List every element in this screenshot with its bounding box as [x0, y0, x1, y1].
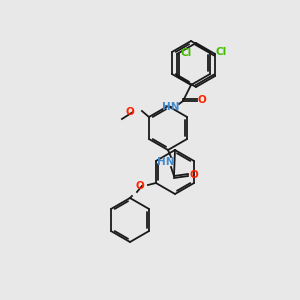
Text: O: O	[135, 181, 144, 191]
Text: O: O	[198, 95, 207, 105]
Text: HN: HN	[162, 102, 180, 112]
Text: HN: HN	[157, 157, 175, 167]
Text: O: O	[189, 170, 198, 180]
Text: Cl: Cl	[181, 48, 192, 58]
Text: Cl: Cl	[215, 47, 226, 57]
Text: O: O	[125, 107, 134, 117]
